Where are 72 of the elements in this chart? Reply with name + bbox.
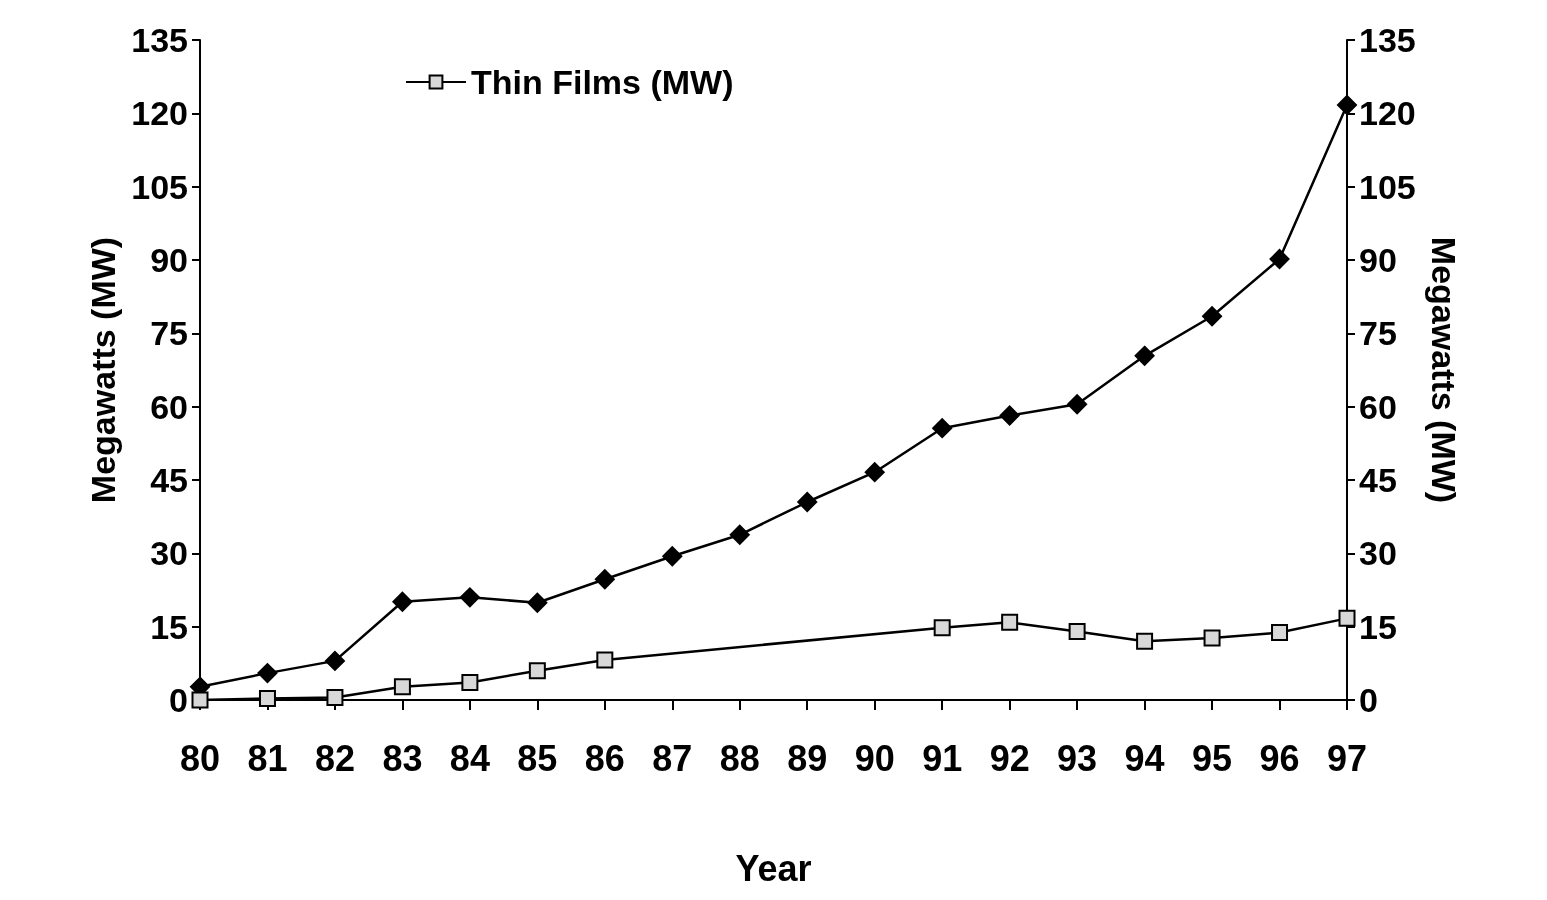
point bbox=[258, 690, 276, 708]
point bbox=[326, 689, 344, 707]
y-axis-title: Megawatts (MW) bbox=[84, 236, 122, 504]
y-tick-label: 135 bbox=[131, 21, 188, 59]
x-tick-label: 86 bbox=[584, 737, 625, 779]
y-tick-label: 75 bbox=[150, 314, 188, 353]
point bbox=[797, 492, 818, 512]
x-tick-label: 82 bbox=[314, 737, 355, 779]
x-tick-label: 93 bbox=[1057, 737, 1098, 779]
y-tick-label: 60 bbox=[150, 387, 188, 426]
point bbox=[1001, 613, 1019, 631]
x-tick-label: 81 bbox=[247, 737, 288, 779]
point bbox=[1068, 623, 1086, 641]
y2-tick-label: 0 bbox=[1359, 681, 1378, 719]
point bbox=[662, 546, 683, 567]
y2-tick-label: 60 bbox=[1359, 387, 1397, 426]
point bbox=[392, 591, 413, 612]
y-tick-label: 30 bbox=[150, 534, 188, 573]
point bbox=[459, 587, 480, 608]
point bbox=[1203, 629, 1221, 647]
y-tick-label: 105 bbox=[131, 167, 188, 206]
point bbox=[729, 524, 750, 545]
y2-tick-label: 15 bbox=[1359, 607, 1397, 646]
x-tick-label: 92 bbox=[989, 737, 1030, 779]
point bbox=[596, 651, 614, 669]
x-tick-label: 85 bbox=[517, 737, 558, 779]
point bbox=[324, 650, 345, 671]
y2-tick-label: 120 bbox=[1359, 94, 1416, 133]
y2-tick-label: 135 bbox=[1359, 21, 1416, 59]
x-tick-label: 97 bbox=[1326, 737, 1368, 779]
point bbox=[999, 405, 1020, 426]
point bbox=[1136, 632, 1154, 650]
x-tick-label: 84 bbox=[449, 737, 490, 779]
y-tick-label: 45 bbox=[150, 461, 188, 499]
point bbox=[1202, 306, 1223, 327]
point bbox=[393, 678, 411, 696]
x-axis-title: Year bbox=[735, 847, 812, 889]
x-tick-label: 83 bbox=[382, 737, 423, 779]
x-tick-label: 80 bbox=[179, 737, 221, 779]
y2-tick-label: 45 bbox=[1359, 461, 1397, 499]
y2-tick-label: 105 bbox=[1359, 167, 1416, 206]
point bbox=[528, 662, 546, 680]
point bbox=[1067, 394, 1088, 415]
x-tick-label: 96 bbox=[1259, 737, 1300, 779]
point bbox=[933, 619, 951, 637]
x-tick-label: 88 bbox=[719, 737, 760, 779]
point bbox=[1134, 345, 1155, 366]
point bbox=[257, 663, 278, 684]
point bbox=[527, 592, 548, 613]
point bbox=[594, 569, 615, 590]
y2-tick-label: 30 bbox=[1359, 534, 1397, 573]
legend-label: Thin Films (MW) bbox=[471, 63, 734, 101]
y-tick-label: 90 bbox=[150, 241, 188, 279]
x-tick-label: 87 bbox=[652, 737, 693, 779]
x-tick-label: 90 bbox=[854, 737, 895, 779]
point bbox=[932, 418, 953, 439]
point bbox=[1269, 249, 1290, 270]
point bbox=[461, 673, 479, 691]
y2-tick-label: 90 bbox=[1359, 241, 1397, 279]
point bbox=[1337, 95, 1357, 116]
x-tick-label: 95 bbox=[1192, 737, 1233, 779]
x-tick-label: 89 bbox=[787, 737, 828, 779]
y-tick-label: 15 bbox=[150, 607, 188, 646]
x-tick-label: 91 bbox=[922, 737, 963, 779]
point bbox=[864, 462, 885, 483]
y2-tick-label: 75 bbox=[1359, 314, 1397, 353]
x-tick-label: 94 bbox=[1124, 737, 1165, 779]
y2-axis-title: Megawatts (MW) bbox=[1425, 236, 1463, 504]
y-tick-label: 120 bbox=[131, 94, 188, 133]
point bbox=[1271, 624, 1289, 642]
point bbox=[1338, 609, 1356, 627]
y-tick-label: 0 bbox=[169, 681, 188, 719]
